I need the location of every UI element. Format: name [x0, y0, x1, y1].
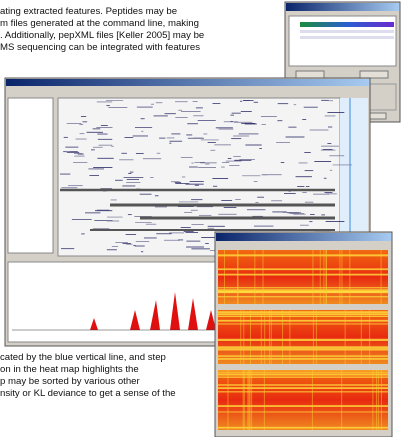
button[interactable] — [360, 71, 388, 78]
stripe — [320, 250, 321, 304]
stripe — [289, 310, 290, 364]
stripe — [218, 268, 388, 270]
stripe — [224, 250, 225, 304]
stripe — [361, 310, 362, 364]
stripe — [244, 370, 245, 430]
stripe — [269, 310, 270, 364]
stripe — [312, 250, 313, 304]
stripe — [251, 370, 252, 430]
stripe — [218, 287, 388, 288]
stripe — [326, 250, 327, 304]
stripe — [263, 250, 264, 304]
heatmap-panel — [218, 250, 388, 304]
stripe — [323, 250, 324, 304]
stripe — [312, 370, 313, 430]
stripe — [218, 254, 388, 256]
stripe — [250, 370, 251, 430]
stripe — [254, 250, 255, 304]
stripe — [261, 310, 262, 364]
stripe — [247, 370, 248, 430]
stripe — [339, 250, 340, 304]
heatmap-window — [215, 232, 392, 437]
title-bar — [6, 79, 369, 86]
stripe — [381, 370, 382, 430]
title-bar — [216, 233, 391, 241]
stripe — [227, 370, 228, 430]
stripe — [316, 310, 317, 364]
stripe — [218, 274, 388, 276]
page: ating extracted features. Peptides may b… — [0, 0, 402, 437]
stripe — [345, 310, 346, 364]
stripe — [243, 310, 244, 364]
stripe — [376, 370, 377, 430]
stripe — [218, 296, 388, 297]
stripe — [341, 370, 342, 430]
stripe — [218, 290, 388, 292]
stripe — [250, 310, 251, 364]
properties-table — [8, 98, 53, 253]
stripe — [349, 250, 350, 304]
stripe — [243, 370, 244, 430]
button[interactable] — [296, 71, 324, 78]
list-row — [300, 30, 394, 33]
stripe — [271, 310, 272, 364]
stripe — [341, 250, 342, 304]
stripe — [313, 310, 314, 364]
stripe — [249, 370, 250, 430]
stripe — [240, 310, 241, 364]
stripe — [381, 250, 382, 304]
color-bar — [300, 22, 394, 27]
stripe — [264, 370, 265, 430]
stripe — [378, 370, 379, 430]
stripe — [372, 370, 373, 430]
stripe — [238, 250, 239, 304]
screenshots — [0, 0, 402, 437]
stripe — [218, 289, 388, 290]
stripe — [264, 310, 265, 364]
title-bar — [286, 3, 399, 11]
stripe — [369, 310, 370, 364]
stripe — [282, 310, 283, 364]
list-row — [300, 36, 394, 39]
